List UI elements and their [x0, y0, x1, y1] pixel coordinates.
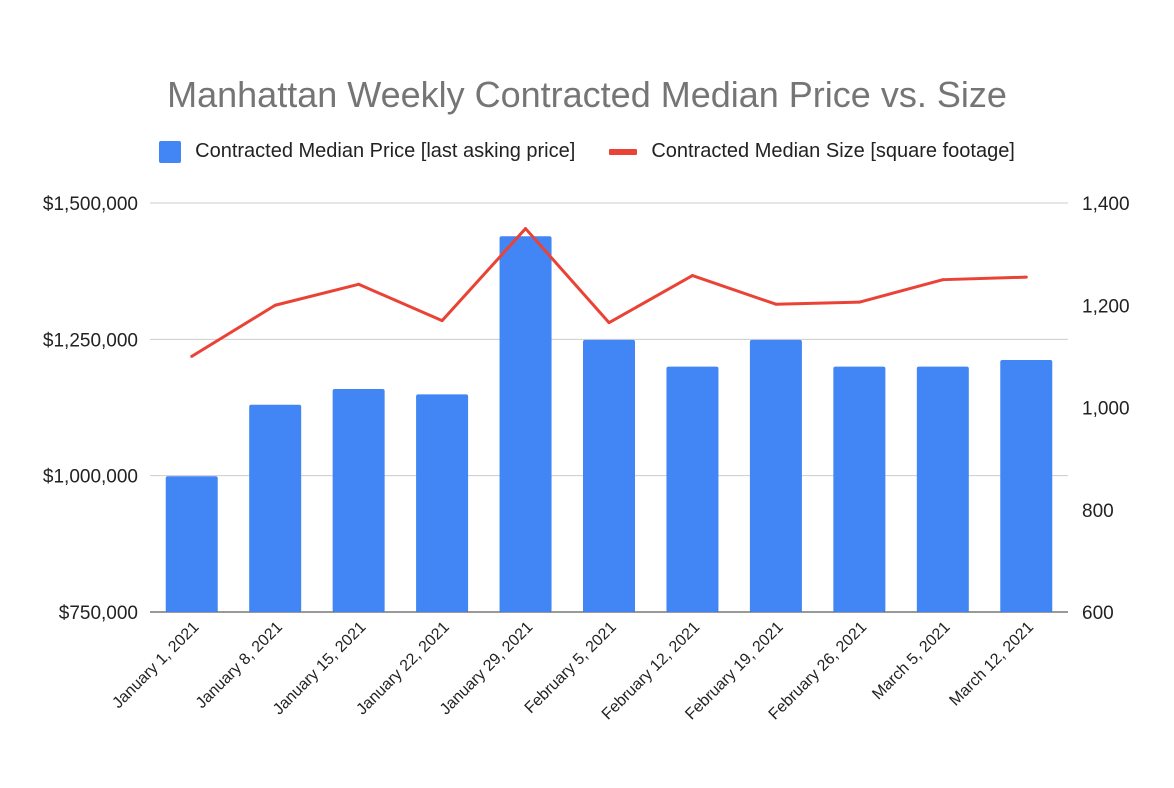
legend-item-size: Contracted Median Size [square footage] [609, 140, 1015, 163]
y-right-tick-label: 600 [1082, 603, 1114, 624]
x-tick-label: February 5, 2021 [522, 619, 620, 717]
size-point [190, 354, 194, 358]
y-right-tick-label: 1,200 [1082, 296, 1130, 317]
bar [583, 339, 635, 612]
legend-label-price: Contracted Median Price [last asking pri… [195, 140, 576, 162]
size-point [941, 278, 945, 282]
size-point [857, 300, 861, 304]
x-tick-label: January 1, 2021 [109, 619, 202, 712]
bar [499, 236, 552, 613]
bar [1000, 360, 1053, 612]
legend-item-price: Contracted Median Price [last asking pri… [159, 140, 575, 163]
bar [749, 339, 802, 612]
size-point [1024, 275, 1028, 279]
y-left-tick-label: $1,500,000 [43, 194, 138, 215]
size-point [774, 302, 778, 306]
bar [916, 366, 969, 612]
chart-title: Manhattan Weekly Contracted Median Price… [167, 74, 1007, 115]
x-tick-label: January 15, 2021 [270, 619, 370, 719]
bar [416, 394, 469, 612]
y-left-tick-label: $750,000 [59, 603, 138, 624]
y-right-tick-label: 800 [1082, 501, 1114, 522]
size-point [690, 274, 694, 278]
size-point [607, 321, 611, 325]
x-tick-label: March 5, 2021 [869, 619, 953, 703]
bar [249, 404, 302, 612]
legend: Contracted Median Price [last asking pri… [0, 140, 1174, 163]
size-point [524, 227, 528, 231]
bar [332, 388, 385, 612]
size-point [357, 282, 361, 286]
y-right-tick-label: 1,000 [1082, 399, 1130, 420]
x-tick-label: January 22, 2021 [353, 619, 453, 719]
size-point [273, 303, 277, 307]
legend-swatch-size [609, 148, 638, 155]
bar [833, 366, 886, 612]
size-line [190, 227, 1027, 358]
x-tick-label: March 12, 2021 [946, 619, 1037, 710]
bar [666, 366, 719, 612]
x-tick-label: January 29, 2021 [437, 619, 537, 719]
y-left-tick-label: $1,000,000 [43, 467, 138, 488]
y-left-tick-label: $1,250,000 [43, 330, 138, 351]
bar [165, 476, 218, 612]
legend-swatch-price [159, 140, 182, 163]
legend-label-size: Contracted Median Size [square footage] [651, 140, 1015, 162]
x-tick-label: January 8, 2021 [193, 619, 286, 712]
size-point [440, 319, 444, 323]
y-right-tick-label: 1,400 [1082, 194, 1130, 215]
